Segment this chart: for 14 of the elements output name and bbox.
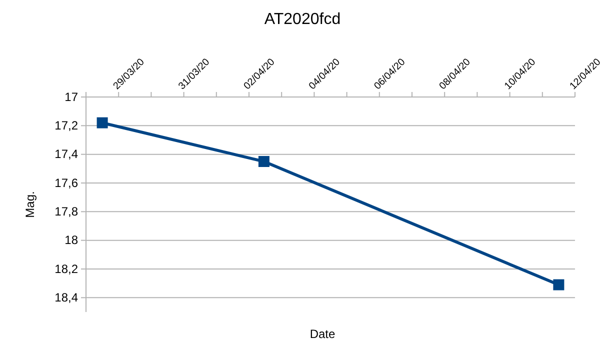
y-tick-label: 17,4 [54, 147, 78, 162]
y-tick-label: 17,8 [54, 204, 78, 219]
point [96, 117, 108, 128]
x-axis-title: Date [310, 327, 336, 341]
y-tick-label: 18,4 [54, 290, 78, 305]
y-tick-label: 18 [64, 233, 78, 248]
chart-title: AT2020fcd [264, 11, 341, 28]
y-tick-label: 18,2 [54, 262, 78, 276]
y-tick-label: 17 [64, 90, 78, 104]
point [553, 279, 564, 290]
y-tick-label: 17,2 [54, 118, 78, 133]
point [258, 156, 270, 167]
y-axis-title: Mag. [23, 191, 37, 218]
y-tick-label: 17,6 [54, 176, 78, 190]
